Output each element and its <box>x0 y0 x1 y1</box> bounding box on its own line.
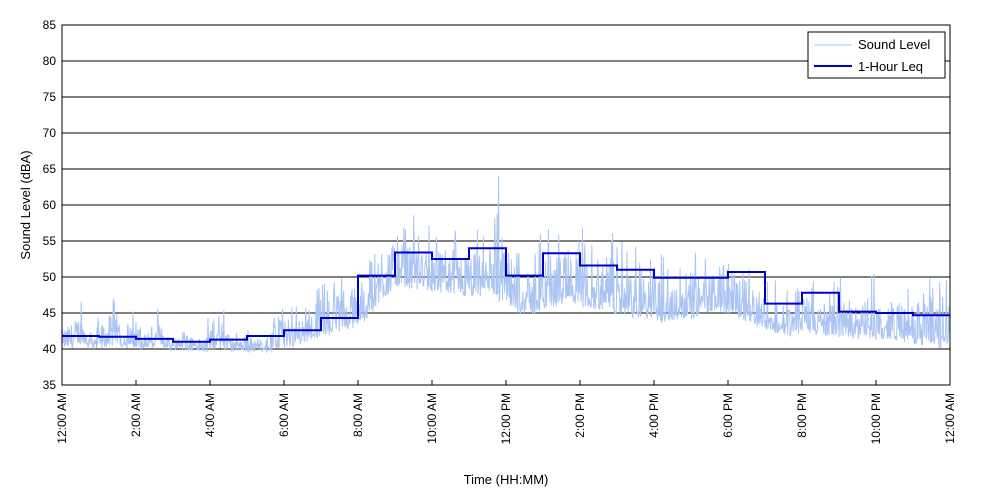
y-axis-title: Sound Level (dBA) <box>18 150 33 259</box>
y-tick-label: 80 <box>43 54 57 68</box>
y-axis-ticks: 35 40 45 50 55 60 65 70 75 80 85 <box>43 18 57 392</box>
x-tick-label: 8:00 AM <box>351 393 365 437</box>
x-tick-label: 10:00 PM <box>869 393 883 444</box>
x-axis-ticks: 12:00 AM 2:00 AM 4:00 AM 6:00 AM 8:00 AM 10:0… <box>55 380 957 444</box>
x-tick-label: 8:00 PM <box>795 393 809 438</box>
x-tick-label: 2:00 AM <box>129 393 143 437</box>
x-tick-label: 4:00 AM <box>203 393 217 437</box>
x-tick-label: 10:00 AM <box>425 393 439 444</box>
legend-label-sound-level: Sound Level <box>858 37 930 52</box>
y-tick-label: 85 <box>43 18 57 32</box>
legend: Sound Level 1-Hour Leq <box>807 31 946 79</box>
y-tick-label: 35 <box>43 378 57 392</box>
y-tick-label: 40 <box>43 342 57 356</box>
x-tick-label: 12:00 AM <box>943 393 957 444</box>
x-tick-label: 12:00 PM <box>499 393 513 444</box>
x-axis-title: Time (HH:MM) <box>464 472 549 487</box>
y-tick-label: 75 <box>43 90 57 104</box>
plot-frame <box>61 24 951 386</box>
y-tick-label: 70 <box>43 126 57 140</box>
y-tick-label: 65 <box>43 162 57 176</box>
legend-box <box>807 31 946 79</box>
legend-label-1-hour-leq: 1-Hour Leq <box>858 59 923 74</box>
y-tick-label: 60 <box>43 198 57 212</box>
x-tick-label: 12:00 AM <box>55 393 69 444</box>
x-tick-label: 6:00 AM <box>277 393 291 437</box>
leq-step-line <box>62 247 950 343</box>
x-tick-label: 6:00 PM <box>721 393 735 438</box>
y-tick-label: 50 <box>43 270 57 284</box>
x-tick-label: 4:00 PM <box>647 393 661 438</box>
y-tick-label: 45 <box>43 306 57 320</box>
y-tick-label: 55 <box>43 234 57 248</box>
x-tick-label: 2:00 PM <box>573 393 587 438</box>
